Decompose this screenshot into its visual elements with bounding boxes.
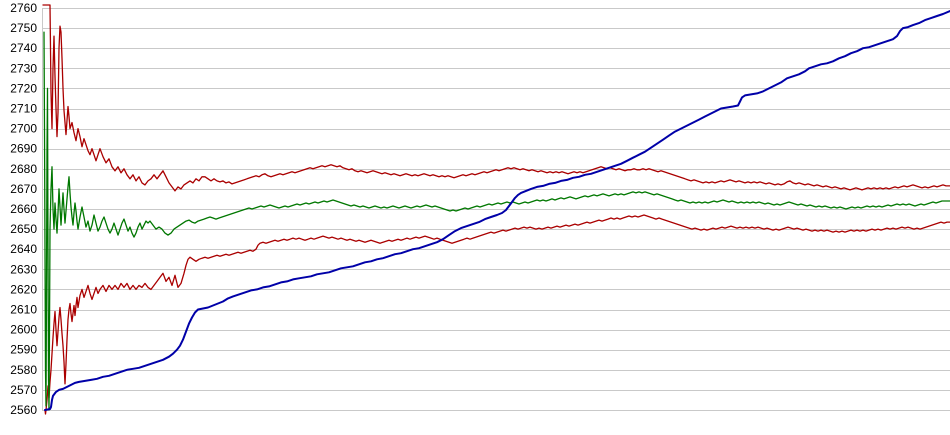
y-axis-label: 2650 — [10, 222, 37, 236]
y-axis-label: 2570 — [10, 383, 37, 397]
y-axis-label: 2680 — [10, 162, 37, 176]
y-axis-label: 2730 — [10, 61, 37, 75]
series-lower-band — [44, 214, 950, 415]
y-axis-label: 2580 — [10, 363, 37, 377]
y-axis-label: 2610 — [10, 303, 37, 317]
y-axis-label: 2700 — [10, 122, 37, 136]
series-cumulative-line — [44, 10, 950, 411]
y-axis-label: 2750 — [10, 21, 37, 35]
y-axis-label: 2710 — [10, 102, 37, 116]
y-axis-label: 2690 — [10, 142, 37, 156]
y-axis-label: 2630 — [10, 262, 37, 276]
y-axis-label: 2670 — [10, 182, 37, 196]
y-axis-label: 2640 — [10, 242, 37, 256]
y-axis-label: 2560 — [10, 403, 37, 417]
y-axis-label: 2600 — [10, 323, 37, 337]
y-axis-label: 2740 — [10, 41, 37, 55]
y-axis-label: 2660 — [10, 202, 37, 216]
y-axis-label: 2590 — [10, 343, 37, 357]
y-axis-label: 2760 — [10, 1, 37, 15]
y-axis-label: 2620 — [10, 282, 37, 296]
series-upper-band — [42, 4, 950, 192]
series-middle-line — [43, 31, 950, 411]
y-axis-label: 2720 — [10, 81, 37, 95]
